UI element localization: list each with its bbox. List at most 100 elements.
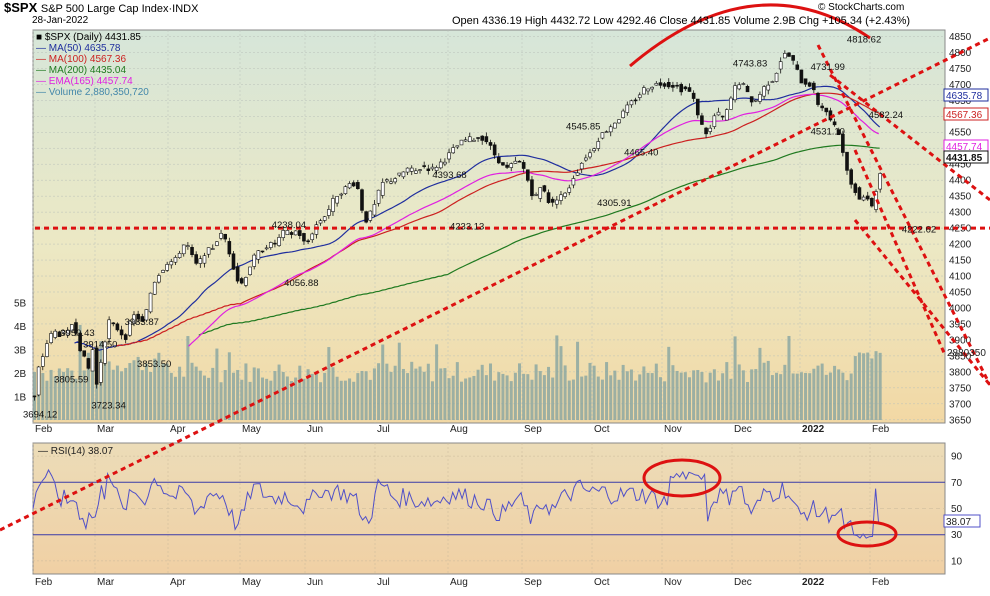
price-candle bbox=[459, 139, 464, 146]
volume-bar bbox=[584, 375, 588, 420]
price-candle bbox=[418, 169, 422, 171]
volume-bar bbox=[78, 324, 82, 420]
price-candle bbox=[148, 292, 153, 313]
volume-bar bbox=[634, 380, 638, 420]
price-tick-label: 4850 bbox=[949, 32, 972, 43]
price-candle bbox=[306, 240, 310, 243]
volume-bar bbox=[596, 376, 600, 420]
index-name: S&P 500 Large Cap Index bbox=[40, 3, 169, 15]
right-value-label: 4635.78 bbox=[946, 91, 983, 102]
volume-bar bbox=[571, 379, 575, 420]
price-candle bbox=[675, 84, 679, 87]
volume-bar bbox=[86, 352, 90, 420]
ema165-line bbox=[188, 93, 879, 347]
rsi-month-label: Jul bbox=[377, 577, 390, 588]
volume-bar bbox=[683, 372, 687, 420]
price-annotation: 3914.50 bbox=[83, 339, 117, 350]
volume-bar bbox=[381, 344, 385, 420]
volume-bar bbox=[215, 348, 219, 420]
price-candle bbox=[165, 264, 169, 271]
stockcharts-logo: © StockCharts.com bbox=[818, 2, 905, 13]
volume-bar bbox=[505, 375, 509, 420]
price-candle bbox=[430, 166, 435, 170]
volume-bar bbox=[609, 375, 613, 420]
price-candle bbox=[434, 167, 439, 171]
price-candle bbox=[103, 341, 107, 364]
volume-bar bbox=[265, 378, 269, 420]
rsi-title: — RSI(14) 38.07 bbox=[38, 446, 113, 457]
volume-bar bbox=[57, 368, 61, 420]
price-annotation: 4238.04 bbox=[272, 220, 306, 231]
price-candle bbox=[704, 127, 708, 135]
volume-bar bbox=[173, 376, 177, 420]
price-tick-label: 3700 bbox=[949, 399, 972, 410]
price-candle bbox=[824, 107, 829, 113]
volume-bar bbox=[518, 363, 522, 420]
price-candle bbox=[571, 178, 576, 186]
downtrend-line-b bbox=[829, 73, 990, 202]
price-candle bbox=[488, 142, 493, 146]
rsi-tick-label: 90 bbox=[951, 452, 963, 463]
volume-bar bbox=[323, 372, 327, 420]
price-annotation: 4222.62 bbox=[902, 225, 936, 236]
price-candle bbox=[650, 86, 654, 90]
price-candle bbox=[107, 319, 111, 339]
price-candle bbox=[356, 182, 360, 190]
price-candle bbox=[405, 167, 410, 173]
volume-bar bbox=[414, 368, 418, 420]
volume-bar bbox=[808, 373, 812, 420]
price-candle bbox=[202, 255, 207, 264]
volume-bar bbox=[605, 362, 609, 420]
legend-entry: — Volume 2,880,350,720 bbox=[36, 87, 149, 98]
price-candle bbox=[401, 171, 406, 178]
volume-bar bbox=[563, 365, 567, 420]
volume-bar bbox=[534, 364, 538, 420]
price-candle bbox=[546, 192, 551, 203]
volume-bar bbox=[198, 370, 202, 420]
price-candle bbox=[53, 330, 58, 338]
price-candle bbox=[227, 241, 232, 255]
price-candle bbox=[472, 139, 476, 142]
volume-bar bbox=[165, 363, 169, 420]
price-candle bbox=[78, 332, 82, 352]
month-label: Apr bbox=[170, 424, 186, 435]
volume-bar bbox=[240, 379, 244, 420]
price-candle bbox=[646, 88, 650, 92]
volume-bar bbox=[493, 380, 497, 420]
volume-bar bbox=[559, 346, 563, 420]
volume-bar bbox=[49, 369, 53, 420]
price-candle bbox=[803, 78, 808, 85]
volume-bar bbox=[451, 375, 455, 420]
month-label: Aug bbox=[450, 424, 468, 435]
price-annotation: 4465.40 bbox=[624, 147, 658, 158]
volume-bar bbox=[261, 377, 264, 420]
price-candle bbox=[82, 350, 87, 357]
volume-bar bbox=[812, 368, 816, 420]
volume-bar bbox=[327, 347, 331, 420]
month-label: Oct bbox=[594, 424, 610, 435]
volume-bar bbox=[219, 382, 223, 420]
price-candle bbox=[455, 145, 460, 148]
price-candle bbox=[754, 99, 758, 102]
uptrend-line-red bbox=[0, 36, 990, 532]
price-tick-label: 4700 bbox=[949, 80, 972, 91]
price-candle bbox=[368, 210, 373, 221]
volume-bar bbox=[178, 366, 182, 420]
rsi-tick-label: 30 bbox=[951, 530, 963, 541]
volume-bar bbox=[319, 382, 323, 420]
price-candle bbox=[758, 94, 762, 102]
price-candle bbox=[550, 198, 555, 203]
volume-bar bbox=[194, 366, 198, 420]
legend-entry: — MA(50) 4635.78 bbox=[36, 43, 121, 54]
volume-bar bbox=[795, 373, 799, 420]
price-candle bbox=[795, 64, 800, 70]
price-annotation: 3950.43 bbox=[60, 328, 94, 339]
price-candle bbox=[393, 178, 397, 183]
month-label: Mar bbox=[97, 424, 115, 435]
downtrend-line-c bbox=[853, 149, 947, 356]
price-candle bbox=[687, 87, 692, 92]
volume-bar bbox=[712, 369, 716, 420]
price-candle bbox=[778, 61, 783, 70]
price-candle bbox=[140, 316, 145, 322]
